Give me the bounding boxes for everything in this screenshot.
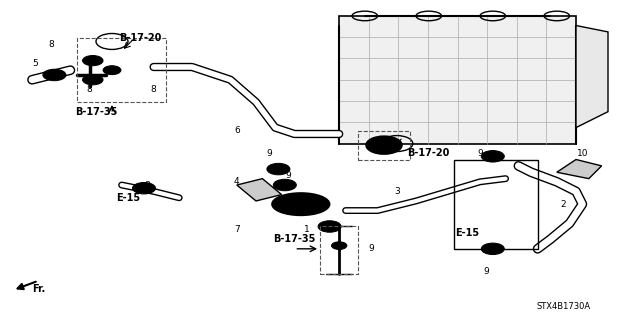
Circle shape [285, 196, 317, 212]
Circle shape [486, 246, 499, 252]
Polygon shape [557, 160, 602, 179]
Circle shape [132, 182, 156, 194]
Text: 8: 8 [49, 40, 54, 49]
Bar [320, 226, 358, 274]
FancyBboxPatch shape [339, 16, 576, 144]
Text: STX4B1730A: STX4B1730A [536, 302, 590, 311]
Circle shape [272, 166, 285, 172]
Text: 9: 9 [317, 203, 323, 212]
Text: 7: 7 [234, 225, 239, 234]
Circle shape [481, 151, 504, 162]
Circle shape [318, 221, 341, 232]
Circle shape [48, 72, 61, 78]
Circle shape [83, 56, 103, 66]
Text: B-17-35: B-17-35 [75, 107, 117, 117]
Polygon shape [576, 26, 608, 128]
Text: 6: 6 [234, 126, 239, 135]
Bar [77, 38, 166, 102]
Text: B-17-20: B-17-20 [120, 33, 162, 43]
Circle shape [83, 75, 103, 85]
Circle shape [481, 243, 504, 255]
Bar [454, 160, 538, 249]
Text: 9: 9 [484, 267, 489, 276]
Text: E-15: E-15 [455, 228, 479, 238]
Text: 4: 4 [234, 177, 239, 186]
Text: 9: 9 [337, 244, 342, 253]
Circle shape [280, 202, 303, 213]
Text: E-15: E-15 [116, 193, 140, 203]
Circle shape [138, 185, 150, 191]
Text: 8: 8 [145, 181, 150, 189]
Text: 2: 2 [561, 200, 566, 209]
Text: 9: 9 [369, 244, 374, 253]
Circle shape [285, 204, 298, 211]
Text: B-17-35: B-17-35 [273, 234, 316, 244]
Text: 9: 9 [266, 149, 271, 158]
Circle shape [376, 141, 392, 149]
Circle shape [43, 69, 66, 81]
Polygon shape [237, 179, 282, 201]
Ellipse shape [272, 193, 330, 215]
Text: 8: 8 [151, 85, 156, 94]
Circle shape [323, 223, 336, 230]
Text: 10: 10 [577, 149, 588, 158]
Text: 5: 5 [33, 59, 38, 68]
Text: B-17-20: B-17-20 [408, 148, 450, 158]
Circle shape [273, 179, 296, 191]
Text: 9: 9 [285, 171, 291, 180]
Circle shape [278, 182, 291, 188]
Circle shape [332, 242, 347, 249]
Bar [358, 131, 410, 160]
Text: 3: 3 [394, 187, 399, 196]
Text: Fr.: Fr. [32, 284, 45, 294]
Text: 9: 9 [477, 149, 483, 158]
Circle shape [103, 66, 121, 75]
Text: 1: 1 [305, 225, 310, 234]
Text: 8: 8 [87, 85, 92, 94]
Circle shape [267, 163, 290, 175]
Circle shape [366, 136, 402, 154]
Circle shape [486, 153, 499, 160]
